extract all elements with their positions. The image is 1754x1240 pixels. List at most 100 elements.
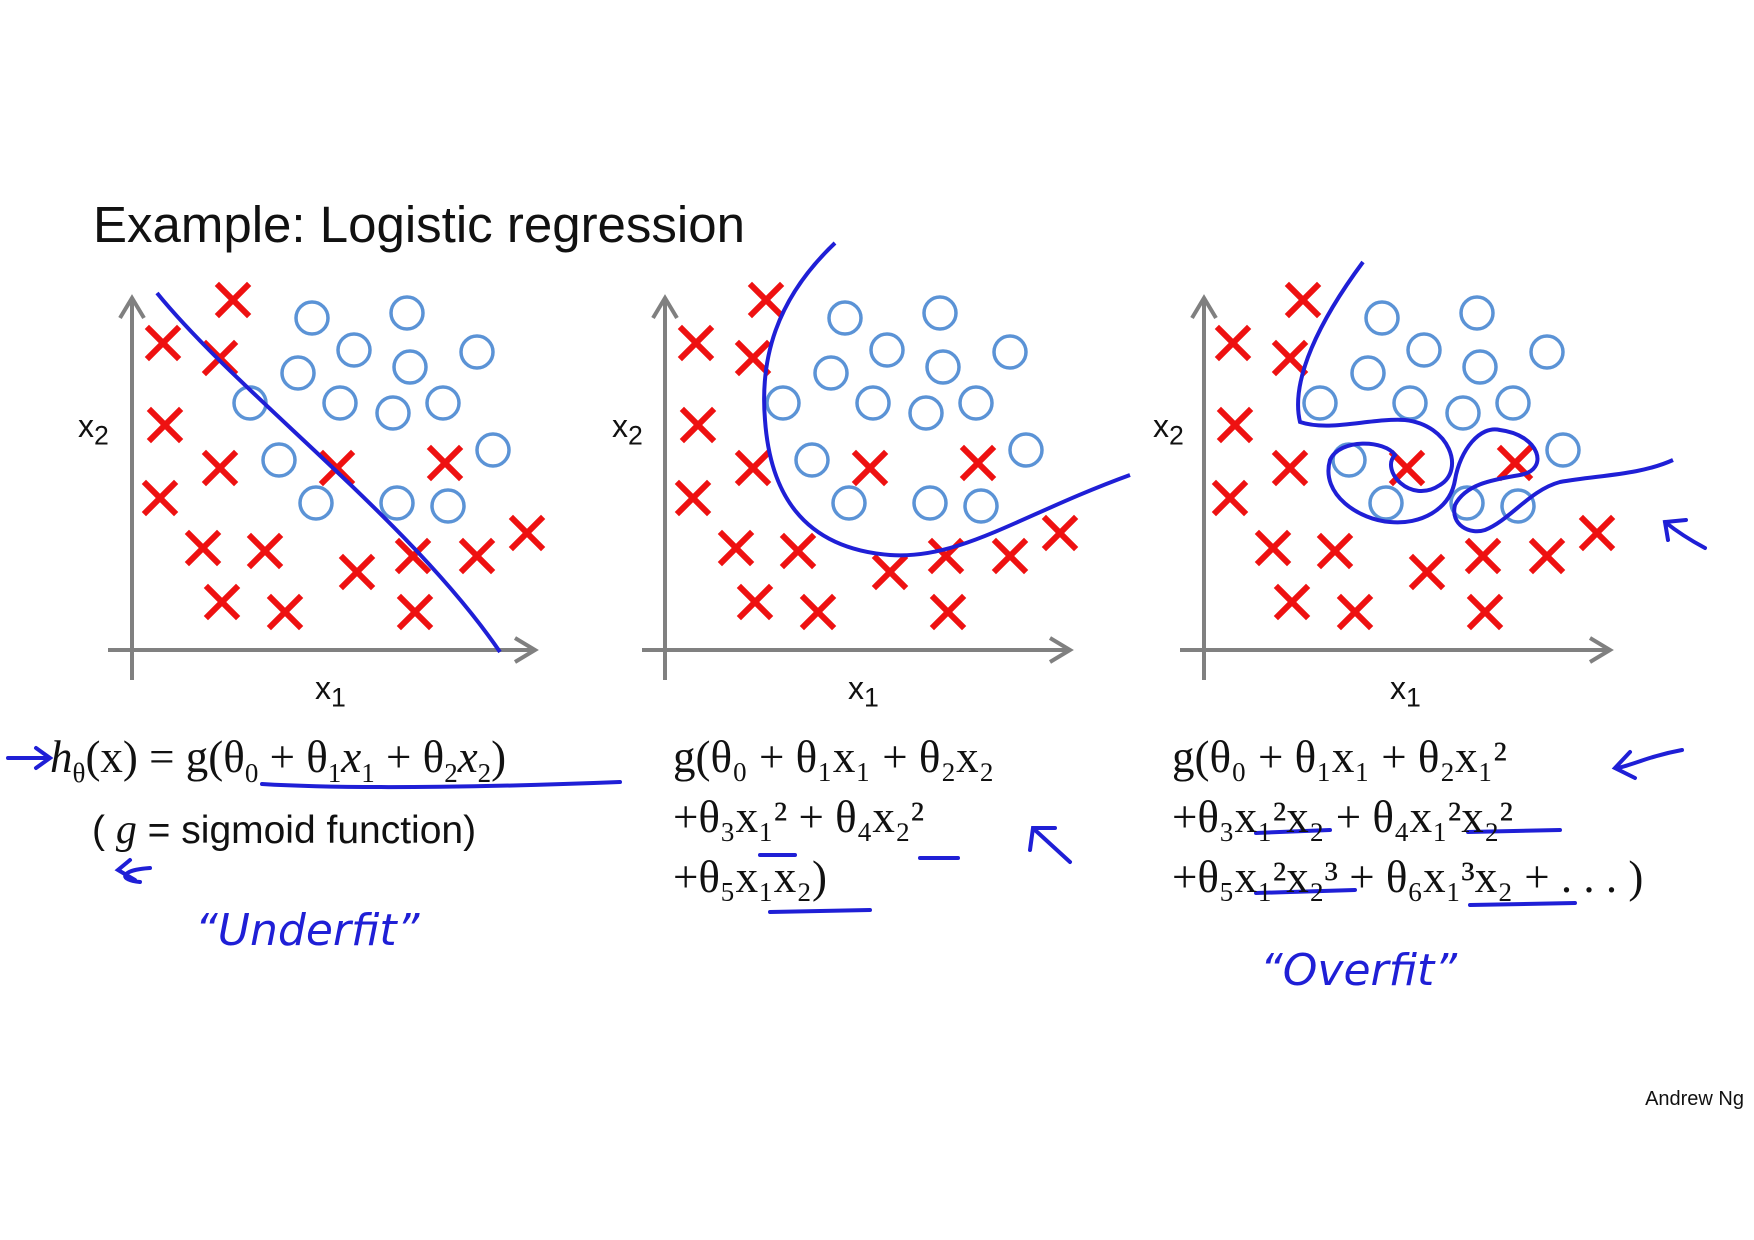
panel-3-formula-line-1: g(θ₀ + θ₁x₁ + θ₂x₁²: [1172, 732, 1507, 782]
panel-3-pointer-arrow-icon: [1611, 748, 1684, 780]
panel-2-decision-boundary: [762, 241, 1131, 558]
panel-3-formula-line-3: +θ₅x₁²x₂³ + θ₆x₁³x₂ + . . . ): [1172, 852, 1644, 902]
panel-1-sigmoid-note: ( g = sigmoid function): [92, 807, 477, 853]
negative-example-circle: [1529, 334, 1565, 370]
negative-example-circle: [1364, 300, 1400, 336]
positive-example-cross: [851, 449, 889, 487]
negative-example-circle: [375, 395, 411, 431]
positive-example-cross: [959, 444, 997, 482]
positive-example-cross: [929, 593, 967, 631]
negative-example-circle: [1545, 432, 1581, 468]
positive-example-cross: [201, 449, 239, 487]
negative-example-circle: [794, 442, 830, 478]
negative-example-circle: [908, 395, 944, 431]
negative-example-circle: [1368, 485, 1404, 521]
positive-example-cross: [1271, 339, 1309, 377]
negative-example-circle: [912, 485, 948, 521]
negative-example-circle: [475, 432, 511, 468]
panel-2-pointer-arrow-icon: [1028, 826, 1072, 864]
positive-example-cross: [338, 553, 376, 591]
annotations-ink: [6, 518, 1707, 914]
panel-3-underline-3: [1254, 888, 1357, 895]
panel-1-x-axis-label: x1: [315, 670, 346, 713]
negative-example-circle: [925, 349, 961, 385]
negative-example-circle: [261, 442, 297, 478]
negative-example-circle: [1302, 385, 1338, 421]
positive-example-cross: [991, 537, 1029, 575]
panel-3-formula-line-2: +θ₃x₁²x₂ + θ₄x₁²x₂²: [1172, 792, 1513, 842]
slide-title: Example: Logistic regression: [93, 196, 745, 253]
panel-2-x-axis-label: x1: [848, 670, 879, 713]
panel-2-axes: [642, 294, 1074, 680]
panel-2-underline-x1x2: [768, 908, 872, 914]
positive-example-cross: [1211, 479, 1249, 517]
positive-example-cross: [1271, 449, 1309, 487]
positive-example-cross: [318, 449, 356, 487]
positive-example-cross: [674, 479, 712, 517]
negative-example-circle: [280, 355, 316, 391]
positive-example-cross: [508, 514, 546, 552]
panel-1-formula-underline: [260, 780, 622, 790]
positive-example-cross: [871, 553, 909, 591]
negative-example-circle: [922, 295, 958, 331]
panel-2-formula-line-3: +θ₅x₁x₂): [673, 852, 827, 902]
negative-example-circle: [1350, 355, 1386, 391]
panel-3-underline-2: [1466, 828, 1562, 834]
panel-3-y-axis-label: x2: [1153, 408, 1184, 451]
positive-example-cross: [141, 479, 179, 517]
negative-example-circle: [1495, 385, 1531, 421]
negative-example-circle: [336, 332, 372, 368]
negative-example-circle: [1500, 488, 1536, 524]
positive-example-cross: [203, 583, 241, 621]
negative-example-circle: [1406, 332, 1442, 368]
panel-3-markers: [1211, 281, 1616, 631]
positive-example-cross: [677, 324, 715, 362]
panel-3-underline-1: [1254, 828, 1332, 835]
positive-example-cross: [679, 406, 717, 444]
negative-example-circle: [298, 485, 334, 521]
positive-example-cross: [1284, 281, 1322, 319]
panel-1-decision-boundary: [155, 291, 502, 654]
panel-1-axes: [108, 294, 539, 680]
positive-example-cross: [144, 324, 182, 362]
positive-example-cross: [184, 529, 222, 567]
negative-example-circle: [1462, 349, 1498, 385]
negative-example-circle: [459, 334, 495, 370]
positive-example-cross: [426, 444, 464, 482]
negative-example-circle: [1459, 295, 1495, 331]
negative-example-circle: [379, 485, 415, 521]
positive-example-cross: [747, 281, 785, 319]
panel-1-curl-arrow-icon: [114, 858, 152, 884]
underfit-label: “Underfit”: [195, 905, 420, 956]
positive-example-cross: [1216, 406, 1254, 444]
positive-example-cross: [799, 593, 837, 631]
negative-example-circle: [1445, 395, 1481, 431]
positive-example-cross: [266, 593, 304, 631]
panel-1-markers: [141, 281, 546, 631]
positive-example-cross: [779, 532, 817, 570]
positive-example-cross: [1214, 324, 1252, 362]
negative-example-circle: [294, 300, 330, 336]
panel-3-axes: [1180, 294, 1614, 680]
positive-example-cross: [214, 281, 252, 319]
positive-example-cross: [396, 593, 434, 631]
positive-example-cross: [1464, 537, 1502, 575]
positive-example-cross: [246, 532, 284, 570]
positive-example-cross: [1466, 593, 1504, 631]
panel-3-decision-boundary: [1296, 260, 1674, 534]
positive-example-cross: [1273, 583, 1311, 621]
negative-example-circle: [392, 349, 428, 385]
panel-1-hypothesis-formula: hθ(x) = g(θ0 + θ1x1 + θ2x2): [50, 732, 507, 788]
positive-example-cross: [1578, 514, 1616, 552]
negative-example-circle: [831, 485, 867, 521]
positive-example-cross: [1336, 593, 1374, 631]
positive-example-cross: [458, 537, 496, 575]
negative-example-circle: [425, 385, 461, 421]
panel-2-formula-line-2: +θ₃x₁² + θ₄x₂²: [673, 792, 925, 842]
negative-example-circle: [963, 488, 999, 524]
negative-example-circle: [430, 488, 466, 524]
positive-example-cross: [1254, 529, 1292, 567]
positive-example-cross: [1041, 514, 1079, 552]
negative-example-circle: [322, 385, 358, 421]
negative-example-circle: [869, 332, 905, 368]
